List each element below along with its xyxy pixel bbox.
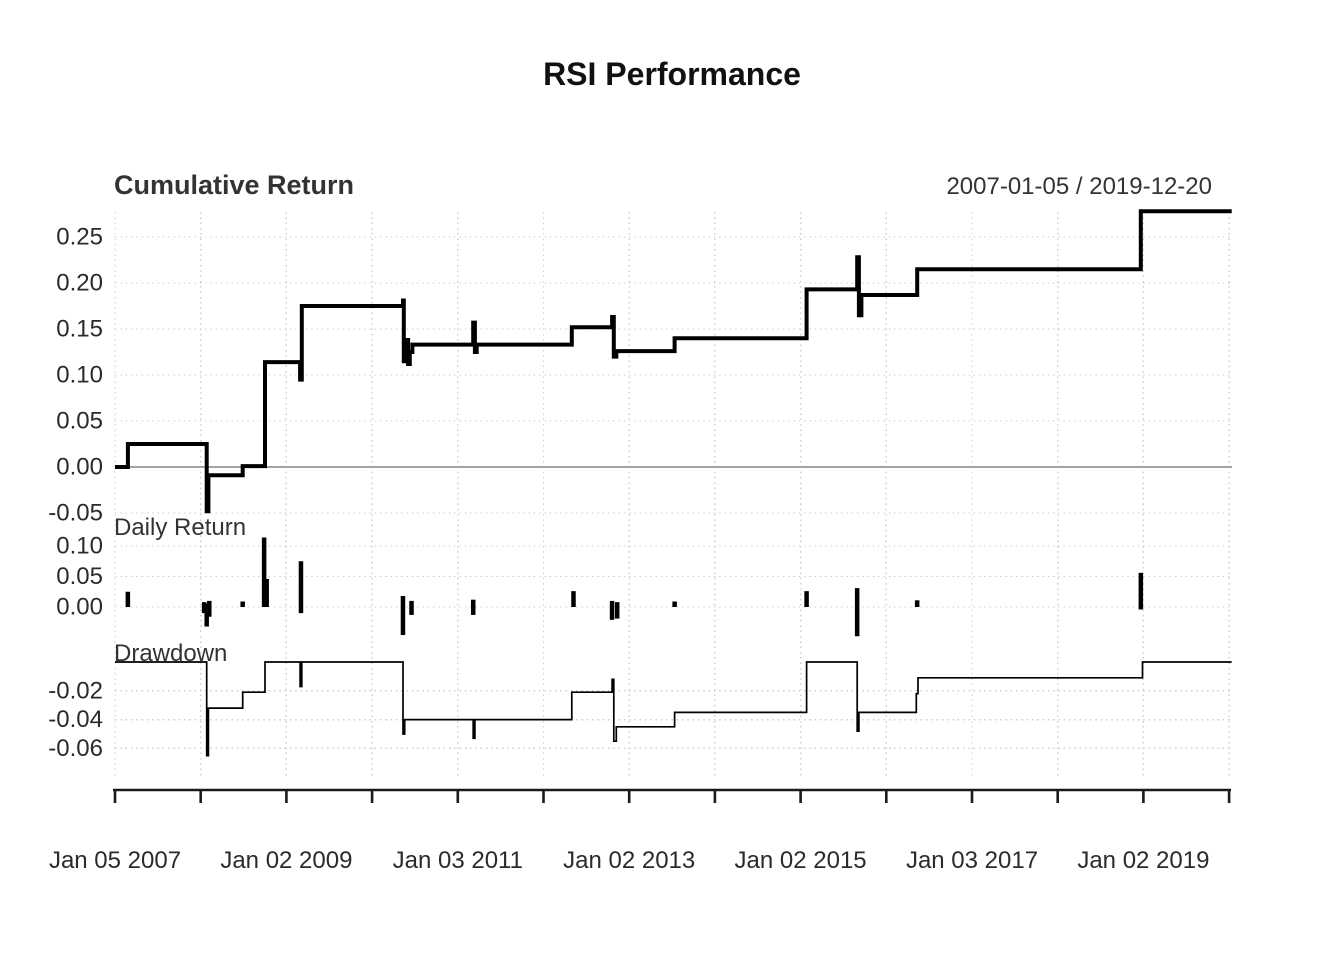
panel-label-cumulative-return: Cumulative Return <box>114 170 355 200</box>
x-tick-label: Jan 02 2009 <box>220 847 352 874</box>
date-range-annotation: 2007-01-05 / 2019-12-20 <box>946 173 1212 200</box>
x-tick-label: Jan 05 2007 <box>49 847 181 874</box>
x-tick-label: Jan 03 2011 <box>393 847 523 874</box>
y-tick-label: 0.10 <box>56 533 103 560</box>
y-tick-label: -0.06 <box>48 735 103 762</box>
y-tick-label: 0.20 <box>56 270 103 297</box>
series-cumulative-return <box>115 209 1232 514</box>
y-tick-label: -0.02 <box>48 677 103 704</box>
x-tick-label: Jan 02 2015 <box>735 847 867 874</box>
y-tick-label: 0.15 <box>56 316 103 343</box>
y-tick-label: -0.05 <box>48 500 103 527</box>
y-tick-label: 0.00 <box>56 454 103 481</box>
y-tick-label: 0.05 <box>56 408 103 435</box>
y-tick-label: 0.05 <box>56 563 103 590</box>
series-drawdown <box>115 661 1232 757</box>
y-tick-label: -0.04 <box>48 706 103 733</box>
y-tick-label: 0.10 <box>56 362 103 389</box>
panel-label-drawdown: Drawdown <box>114 640 228 667</box>
y-tick-label: 0.25 <box>56 224 103 251</box>
y-tick-label: 0.00 <box>56 594 103 621</box>
panel-label-daily-return: Daily Return <box>114 514 247 541</box>
x-tick-label: Jan 02 2019 <box>1077 847 1209 874</box>
x-tick-label: Jan 02 2013 <box>563 847 695 874</box>
chart-title: RSI Performance <box>543 56 801 92</box>
x-tick-label: Jan 03 2017 <box>906 847 1038 874</box>
